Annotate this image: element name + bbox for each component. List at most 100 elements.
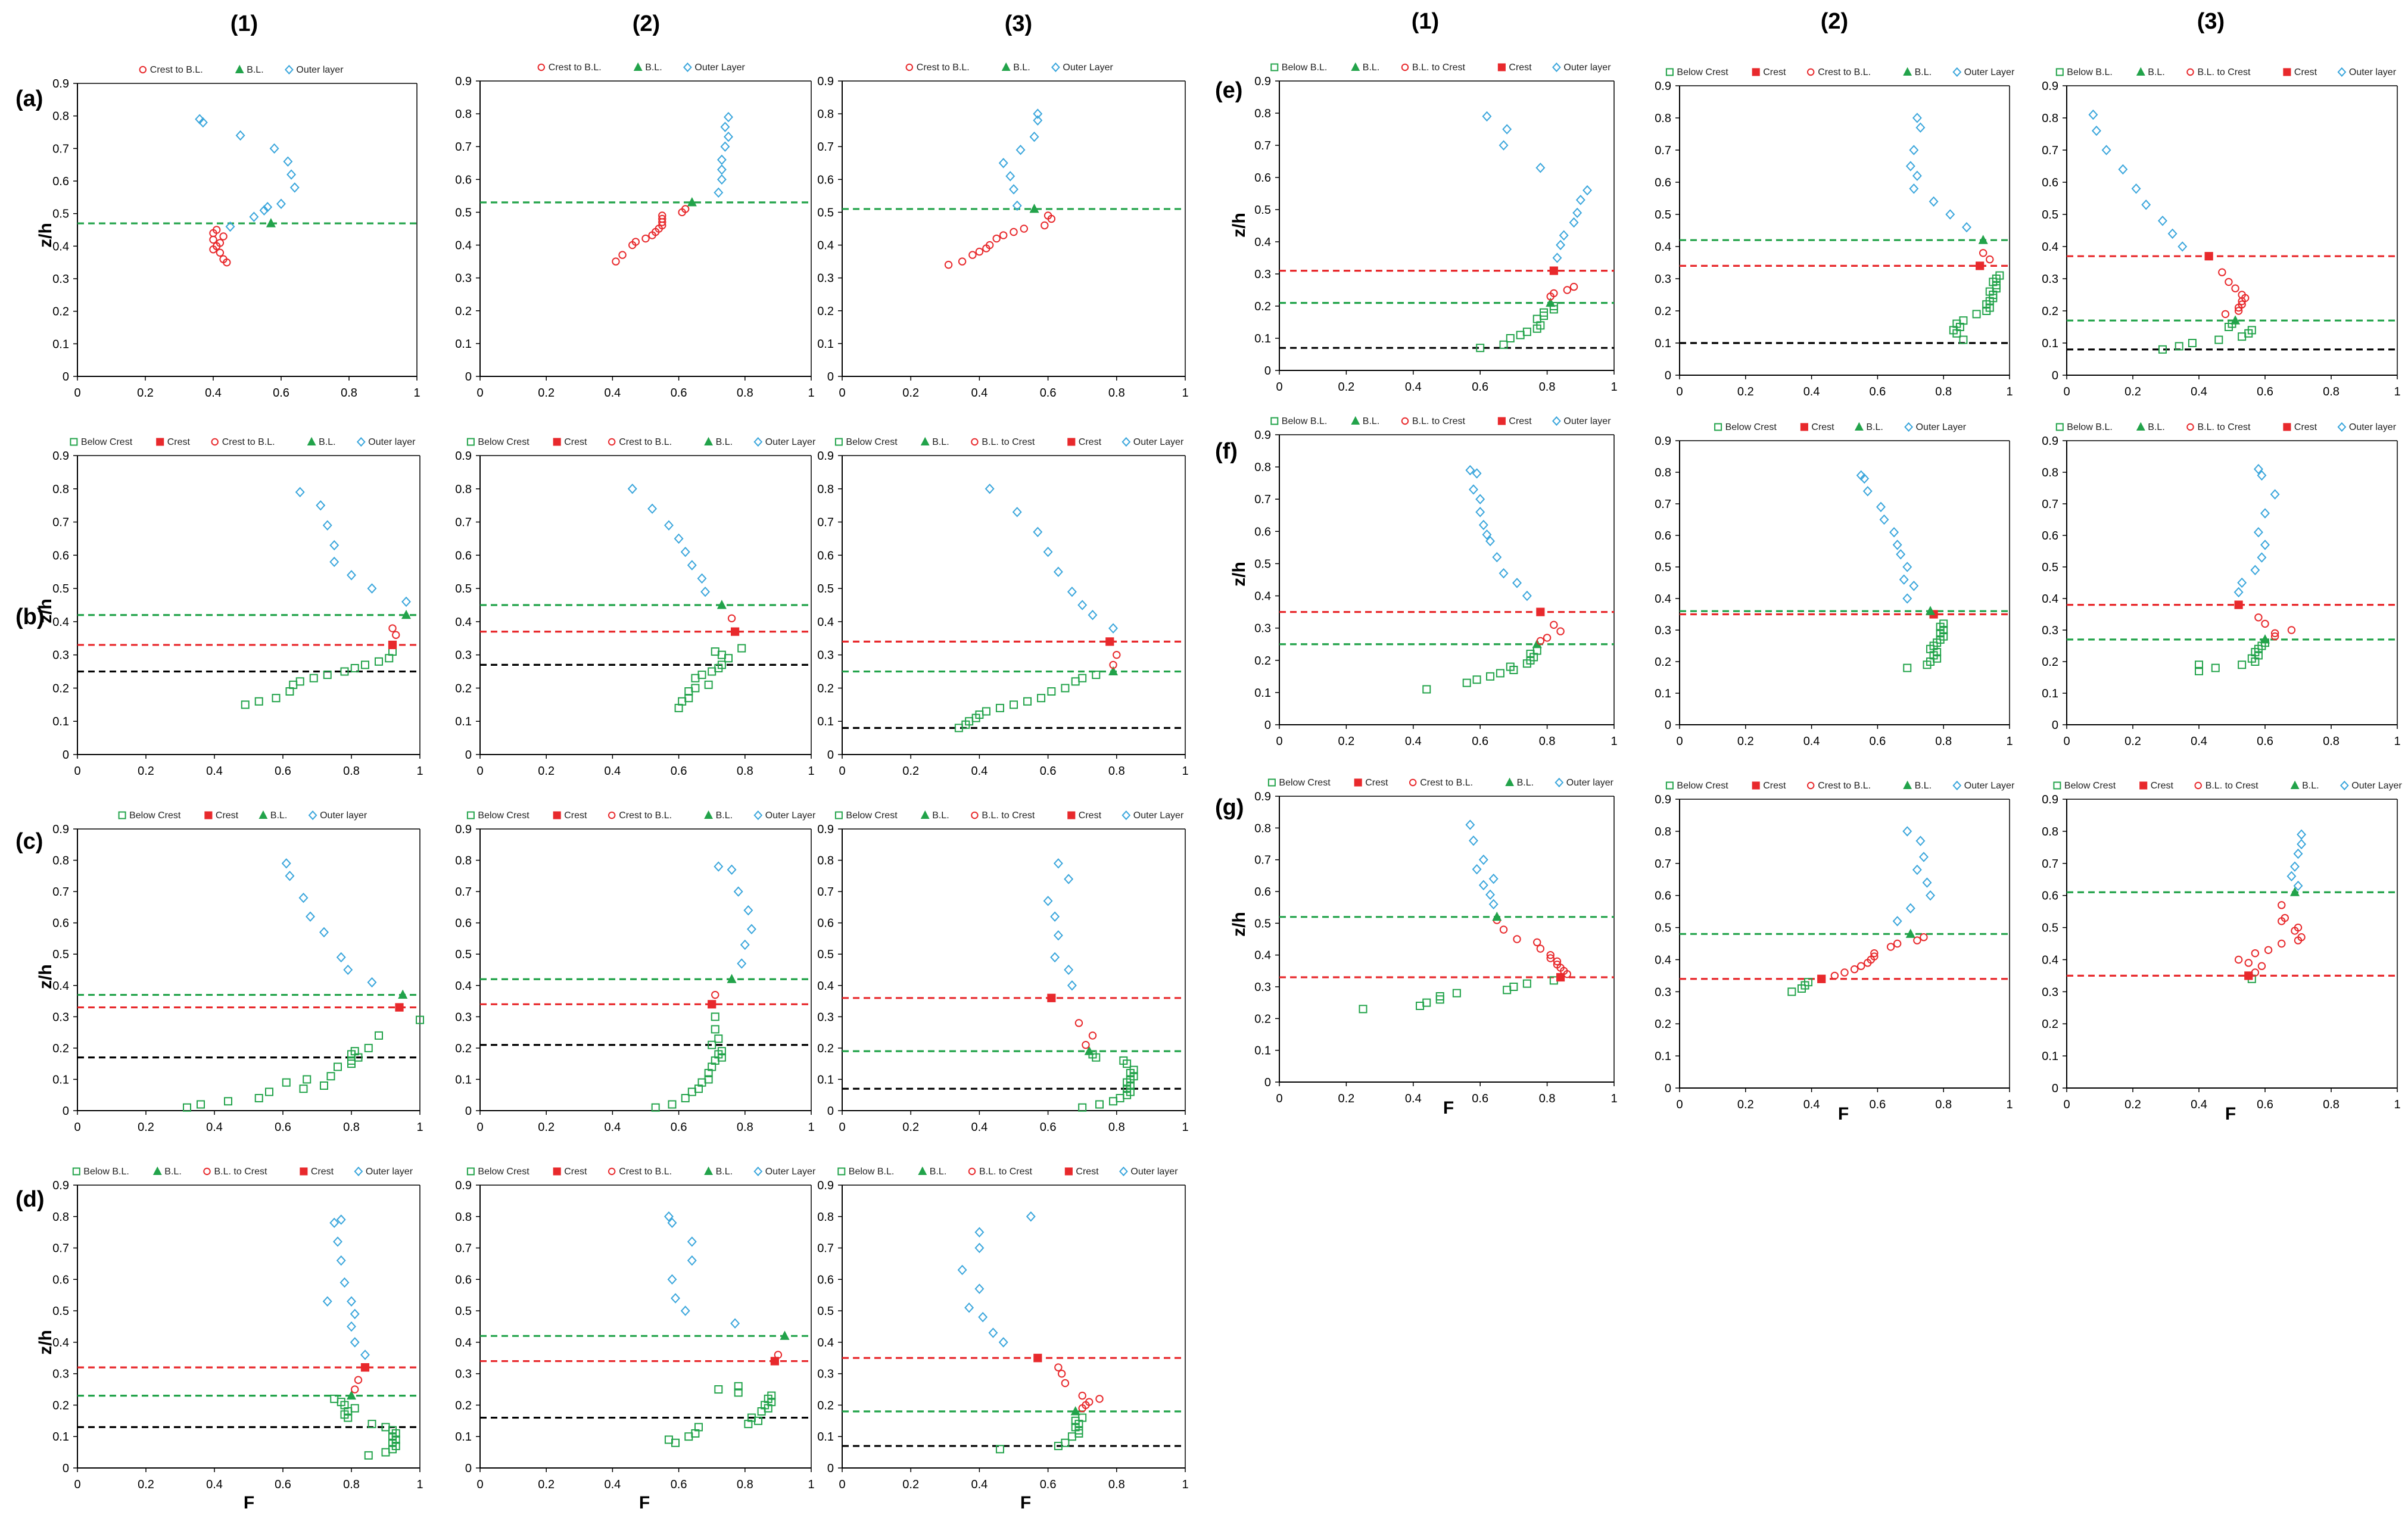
x-tick-label: 0.2	[2124, 385, 2141, 398]
x-tick-label: 0.2	[2124, 735, 2141, 748]
y-tick-label: 0.6	[52, 1273, 69, 1286]
legend-marker	[258, 810, 268, 819]
x-tick-label: 0	[476, 386, 483, 400]
series-b-l-	[2260, 634, 2270, 644]
series-outer-layer	[1043, 858, 1077, 991]
legend-label: Outer Layer	[1964, 67, 2015, 77]
legend-marker	[1401, 63, 1409, 71]
y-tick-label: 0.5	[817, 206, 834, 219]
data-point	[680, 547, 690, 557]
data-point	[1061, 1438, 1070, 1447]
data-point	[2237, 577, 2247, 588]
data-point	[1422, 685, 1431, 694]
y-tick-label: 0.5	[52, 208, 69, 221]
x-tick-label: 0.6	[2257, 385, 2273, 398]
data-point	[1905, 161, 1915, 172]
x-tick-label: 0	[476, 1121, 483, 1134]
data-point	[1054, 1363, 1063, 1372]
series-outer-layer	[295, 487, 411, 607]
data-point	[367, 977, 377, 988]
series-below-b-l-	[330, 1394, 400, 1460]
data-point	[322, 1296, 332, 1307]
x-tick-label: 0.8	[2323, 1098, 2340, 1111]
data-point	[1569, 217, 1579, 228]
legend-label: Crest	[1763, 781, 1786, 791]
legend: Below Crest Crest Crest to B.L. B.L. Outer L…	[466, 437, 816, 447]
x-tick-label: 0	[839, 386, 845, 400]
series-b-l-	[1029, 204, 1039, 213]
y-tick-label: 0.4	[1254, 949, 1271, 962]
legend-marker	[837, 1167, 846, 1176]
legend-marker	[1270, 417, 1279, 425]
data-point	[2289, 861, 2300, 872]
data-point	[1559, 230, 1569, 241]
data-point	[1465, 465, 1475, 476]
row-label-e: (e)	[1215, 78, 1242, 103]
column-header-right-1: (1)	[1412, 9, 1439, 34]
data-point	[1047, 993, 1056, 1002]
data-point	[737, 644, 746, 653]
y-tick-label: 0.2	[455, 682, 472, 695]
legend-label: Outer Layer	[694, 63, 745, 73]
x-tick-label: 0	[2063, 1098, 2070, 1111]
row-label-f: (f)	[1215, 439, 1238, 464]
legend-label: Below B.L.	[849, 1167, 894, 1177]
panel-d1: 0 0.1 0.2 0.3 0.4 0.5 0.6 0.7 0.8 0.9 0 0.2 0.4 0.6 0.…	[52, 1166, 423, 1491]
data-point	[336, 1255, 346, 1266]
data-point	[720, 121, 730, 132]
legend: Below B.L. B.L. B.L. to Crest Crest Outer la…	[2055, 422, 2397, 432]
data-point	[360, 1363, 370, 1372]
data-point	[1972, 310, 1981, 319]
legend-marker	[918, 1166, 927, 1175]
legend-marker	[139, 66, 147, 74]
x-tick-label: 0.8	[1108, 765, 1125, 778]
y-tick-label: 0	[2052, 369, 2058, 382]
y-tick-label: 0.4	[2042, 241, 2058, 254]
y-tick-label: 0.2	[1254, 654, 1271, 668]
data-point	[1920, 933, 1928, 942]
data-point	[2188, 339, 2197, 347]
data-point	[316, 500, 326, 511]
data-point	[2270, 629, 2279, 638]
data-point	[1129, 1065, 1138, 1074]
series-crest	[388, 640, 397, 650]
data-point	[671, 1438, 680, 1447]
data-point	[1536, 945, 1545, 953]
series-b-l-to-crest	[1546, 282, 1578, 301]
x-tick-label: 0.4	[206, 1478, 223, 1491]
data-point	[998, 1337, 1008, 1348]
y-tick-label: 0.3	[817, 1368, 834, 1381]
data-point	[2251, 949, 2260, 958]
x-tick-label: 0	[1676, 385, 1683, 398]
data-point	[1078, 1103, 1087, 1112]
y-tick-label: 0.2	[455, 1042, 472, 1055]
legend-label: Below Crest	[846, 811, 898, 821]
data-point	[974, 1227, 985, 1238]
data-point	[1033, 1354, 1042, 1363]
y-tick-label: 0.6	[1254, 886, 1271, 899]
data-point	[1492, 911, 1502, 921]
y-tick-label: 0.9	[1655, 793, 1671, 806]
data-point	[1905, 903, 1915, 914]
y-tick-label: 0.7	[455, 516, 472, 529]
data-point	[282, 1078, 291, 1087]
y-tick-label: 0.7	[1655, 144, 1671, 157]
data-point	[1787, 987, 1796, 996]
data-point	[254, 697, 263, 706]
data-point	[2254, 613, 2263, 622]
x-tick-label: 0.4	[971, 386, 988, 400]
y-tick-label: 0.2	[1655, 305, 1671, 318]
x-tick-label: 0.2	[1338, 381, 1354, 394]
data-point	[1472, 864, 1482, 875]
data-point	[361, 660, 369, 669]
series-outer-layer	[2286, 829, 2307, 892]
legend-label: Crest	[1509, 63, 1532, 73]
data-point	[1915, 122, 1926, 133]
legend-marker	[300, 1167, 308, 1176]
y-tick-label: 0.1	[52, 715, 69, 728]
data-point	[730, 1318, 740, 1329]
data-point	[347, 1321, 356, 1332]
legend-marker	[553, 438, 561, 446]
x-tick-label: 1	[1182, 765, 1188, 778]
data-point	[416, 1015, 424, 1024]
